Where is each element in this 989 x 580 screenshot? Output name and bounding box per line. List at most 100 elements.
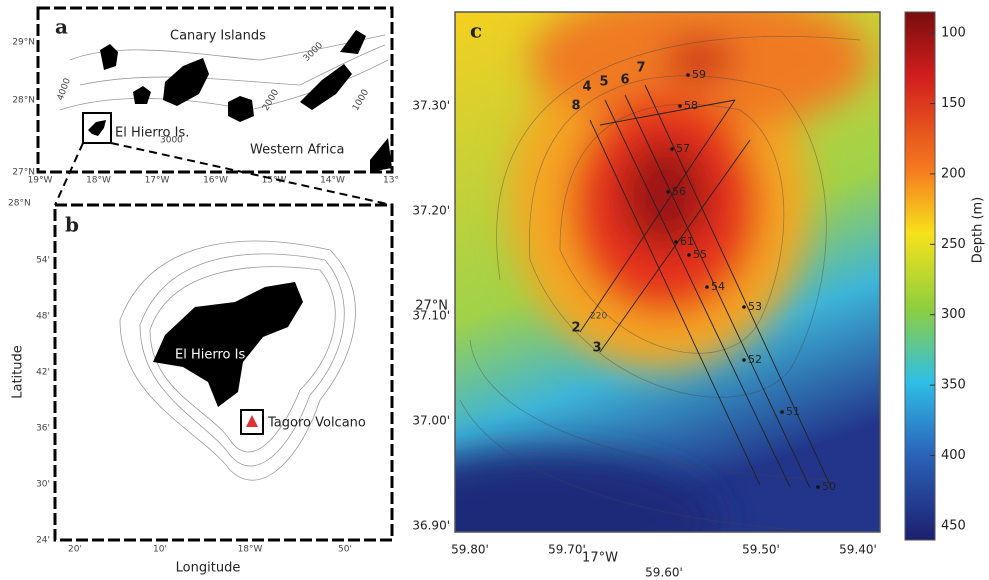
lat-tick: 24': [36, 536, 50, 546]
lat-tick: 30': [36, 480, 50, 490]
lon-tick: 16°W: [203, 176, 228, 186]
lat-tick: 42': [36, 368, 50, 378]
colorbar-tick-label: 400: [941, 448, 966, 463]
colorbar-label: Depth (m): [971, 197, 986, 264]
station-label: 54: [711, 280, 725, 293]
lat-tick: 37.00': [412, 414, 450, 428]
track-number: 4: [582, 80, 591, 95]
colorbar-ramp: [904, 11, 936, 541]
colorbar-tick-label: 100: [941, 26, 966, 41]
station: [678, 104, 682, 108]
contours: [119, 240, 356, 481]
track-number: 6: [620, 73, 629, 88]
station: [780, 410, 784, 414]
contours: [459, 35, 861, 531]
colorbar-tick-label: 300: [941, 307, 966, 322]
panel-letter: c: [470, 19, 482, 43]
track: [644, 84, 831, 486]
station-label: 50: [822, 480, 836, 493]
lon-tick: 18°W: [86, 176, 111, 186]
panel-a: a Canary Islands El Hierro Is. Western A…: [12, 6, 399, 186]
track: [599, 99, 736, 126]
lat-tick: 54': [36, 256, 50, 266]
region-label: Western Africa: [250, 143, 345, 158]
contour-label: 220: [590, 312, 607, 322]
station: [674, 240, 678, 244]
island-label: El Hierro Is.: [115, 126, 189, 141]
lon-tick: 18°W: [238, 545, 263, 555]
lat-tick: 36': [36, 424, 50, 434]
station: [670, 147, 674, 151]
station: [687, 253, 691, 257]
volcano-box: [240, 409, 264, 435]
station: [666, 190, 670, 194]
station-label: 57: [676, 142, 690, 155]
colorbar: Depth (m) 100 150 200 250 300 350 400 450: [904, 11, 986, 541]
region-label: Canary Islands: [170, 29, 266, 44]
island: [153, 282, 303, 407]
track: [589, 119, 761, 486]
lat-tick: 37.30': [412, 99, 450, 113]
station-label: 58: [684, 99, 698, 112]
lat-tick: 27°N: [12, 168, 35, 178]
station-label: 53: [748, 300, 762, 313]
colorbar-tick-label: 200: [941, 166, 966, 181]
lon-tick: 50': [338, 545, 352, 555]
y-axis-label: Latitude: [11, 345, 26, 399]
lat-tick: 48': [36, 312, 50, 322]
track: [604, 99, 791, 488]
colorbar-tick-label: 150: [941, 96, 966, 111]
lat-tick: 36.90': [412, 519, 450, 533]
track: [579, 99, 736, 333]
lon-tick: 59.70': [548, 543, 586, 557]
station-label: 52: [748, 353, 762, 366]
station: [686, 73, 690, 77]
panel-letter: b: [65, 213, 79, 237]
track-number: 8: [571, 99, 580, 114]
lat-tick: 37.10': [412, 309, 450, 323]
lon-tick: 13°: [383, 176, 399, 186]
track: [599, 139, 751, 353]
track-number: 7: [636, 61, 645, 76]
corner-label: 28°N: [8, 199, 31, 209]
track-number: 2: [571, 321, 580, 336]
lon-tick: 19°W: [28, 176, 53, 186]
volcano-label: Tagoro Volcano: [267, 416, 366, 431]
panel-c: c 220 27°N 17°W 84 5 672359585756615554535…: [412, 11, 881, 580]
panel-b: b 28°N El Hierro Is. Tagoro Volcano Lati…: [8, 199, 394, 576]
station: [816, 485, 820, 489]
lat-tick: 28°N: [12, 96, 35, 106]
lon-tick: 59.60': [645, 566, 683, 580]
colorbar-tick-label: 350: [941, 378, 966, 393]
island-label: El Hierro Is.: [175, 348, 249, 363]
colorbar-tick-label: 250: [941, 237, 966, 252]
frame: [454, 11, 881, 533]
lon-tick: 14°W: [320, 176, 345, 186]
lon-tick: 59.40': [839, 543, 877, 557]
colorbar-tick-label: 450: [941, 518, 966, 533]
station: [742, 305, 746, 309]
track: [624, 94, 811, 489]
lat-degree: 27°N: [415, 299, 448, 314]
station: [742, 358, 746, 362]
station-label: 51: [786, 405, 800, 418]
panel-letter: a: [55, 15, 68, 39]
lat-tick: 37.20': [412, 204, 450, 218]
lon-degree: 17°W: [582, 551, 618, 566]
zoom-lines: [54, 142, 393, 206]
station: [705, 285, 709, 289]
station-label: 61: [680, 235, 694, 248]
station-label: 56: [672, 185, 686, 198]
hierro: [88, 120, 106, 136]
hierro-box: [82, 112, 112, 144]
islands: [100, 30, 392, 172]
station-label: 59: [692, 68, 706, 81]
x-axis-label: Longitude: [176, 561, 241, 576]
track-number: 3: [592, 341, 601, 356]
lon-tick: 10': [153, 545, 167, 555]
station-label: 55: [693, 248, 707, 261]
lat-tick: 29°N: [12, 38, 35, 48]
lon-tick: 17°W: [145, 176, 170, 186]
track-number: 5: [599, 75, 608, 90]
